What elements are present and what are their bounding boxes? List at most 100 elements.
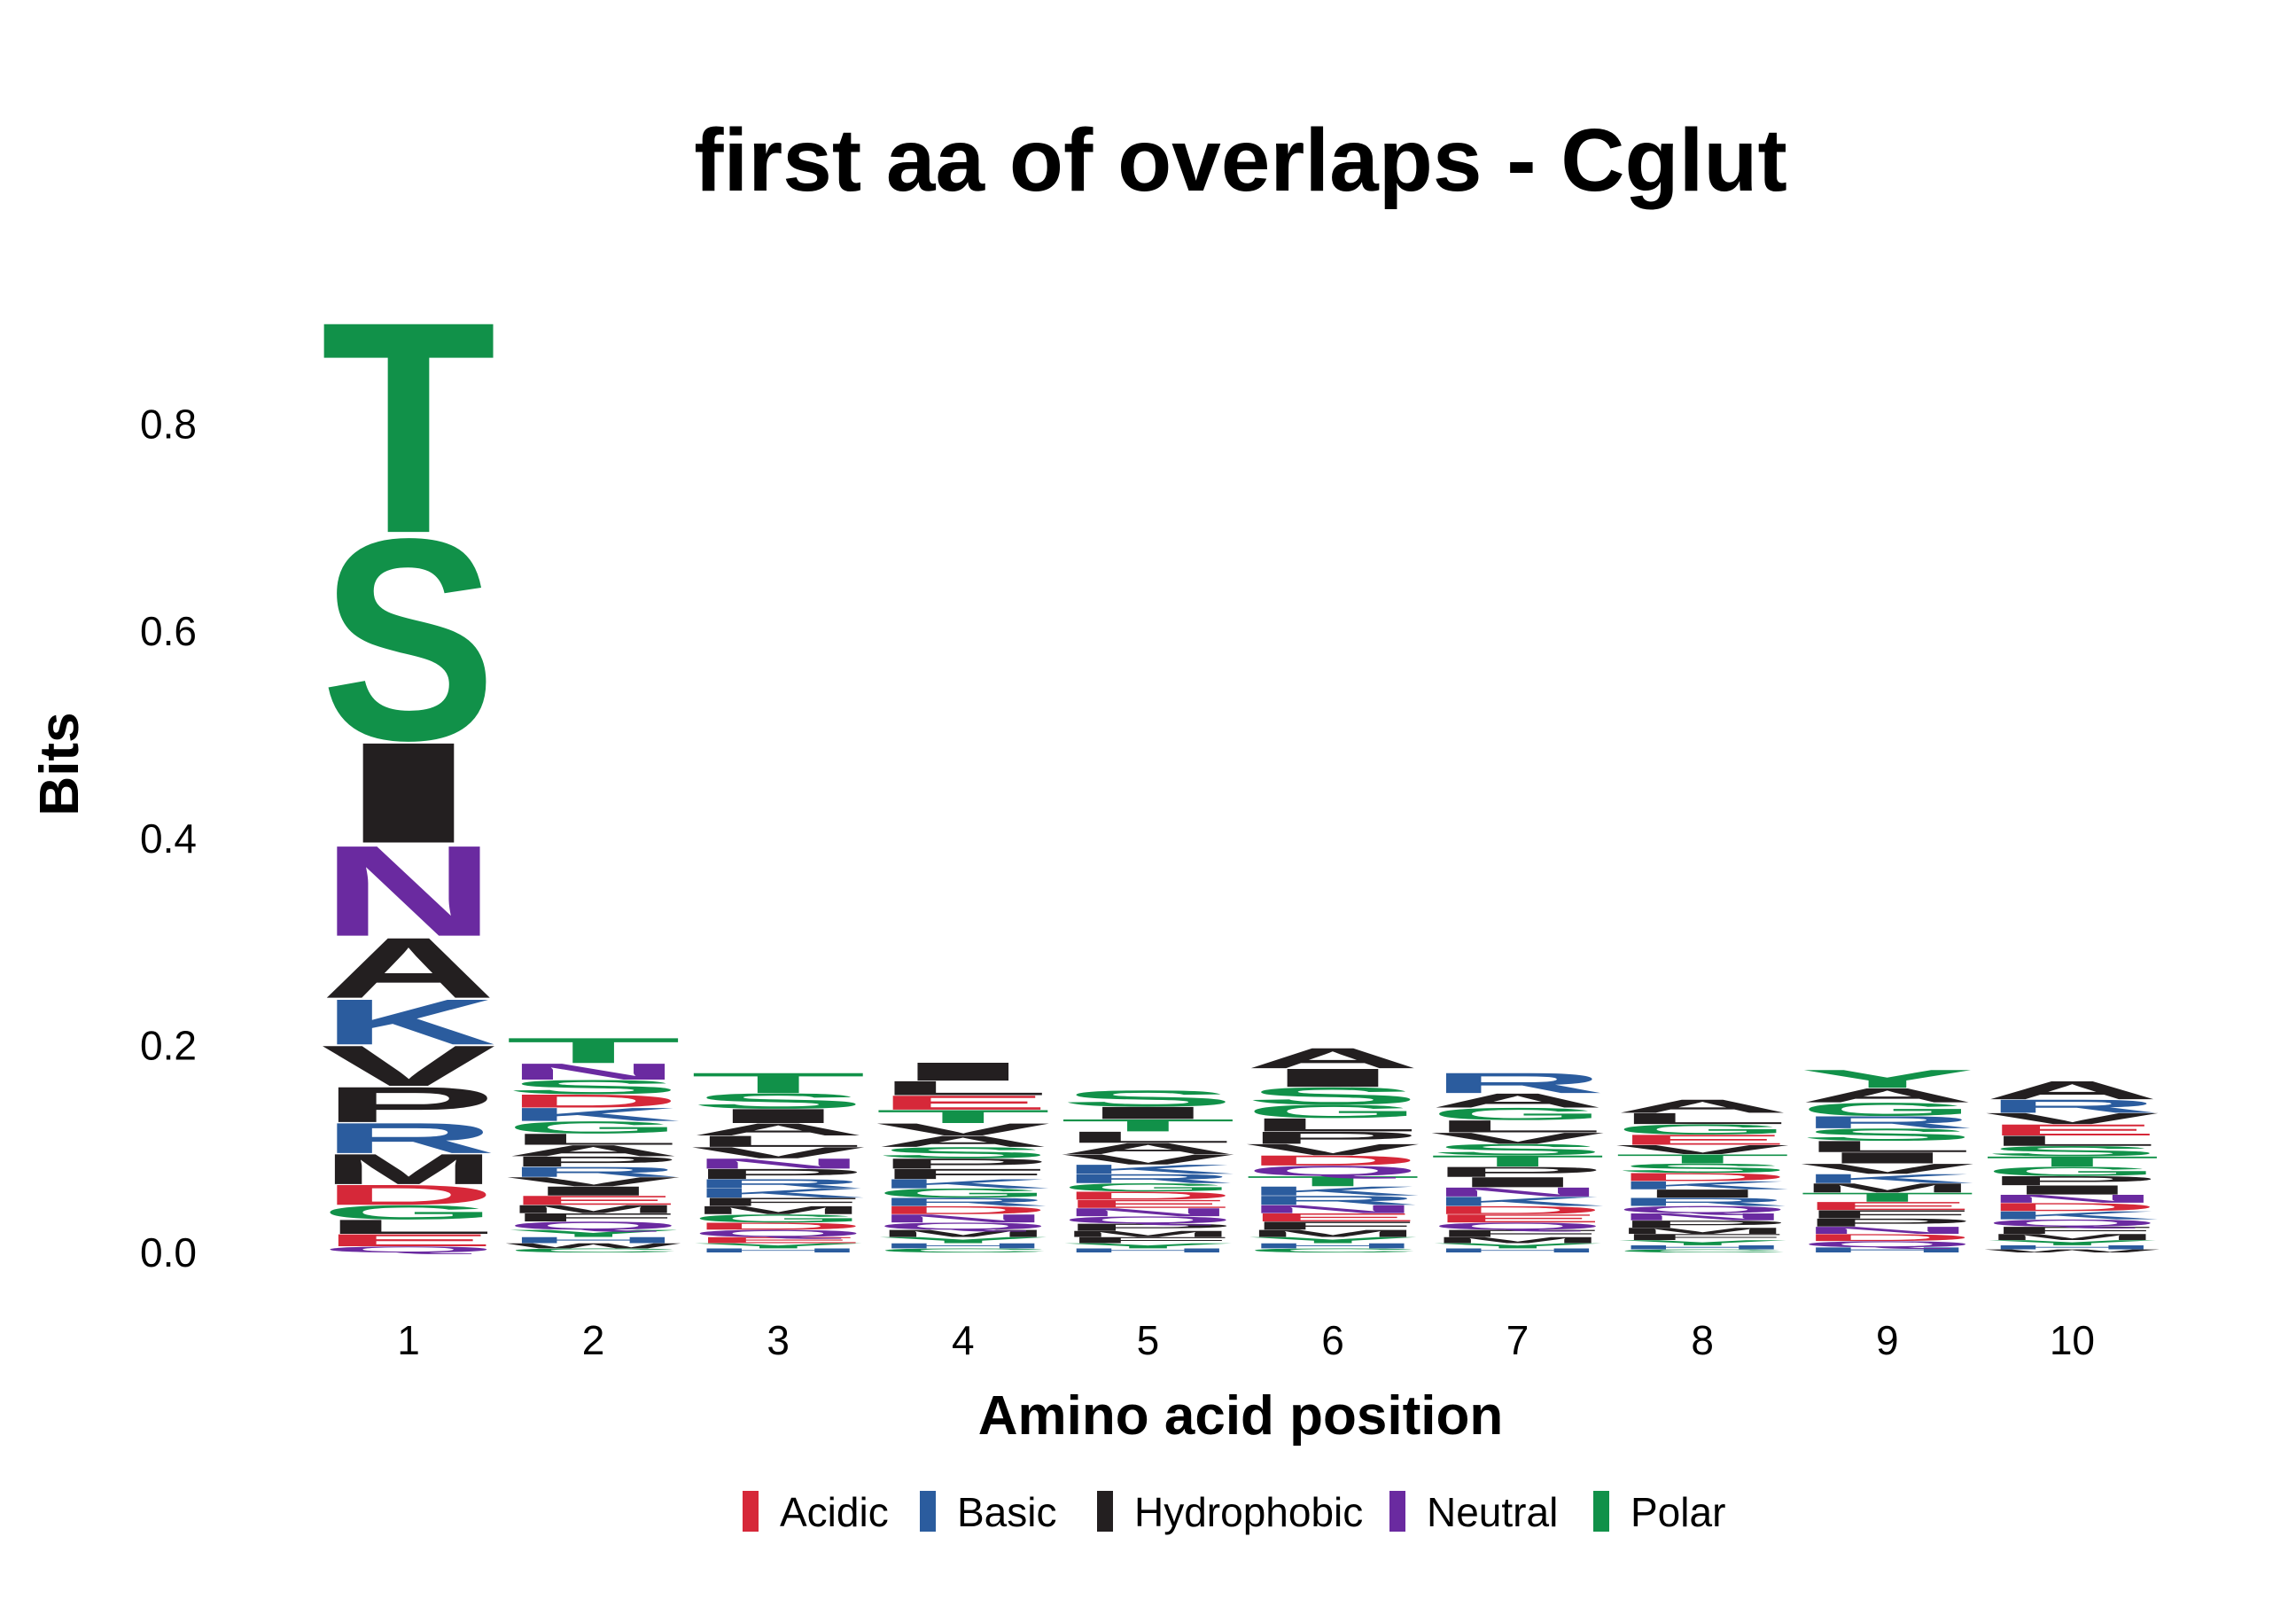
logo-letter-Q: Q: [1800, 1239, 1975, 1249]
logo-letter-M: M: [321, 1145, 496, 1193]
logo-letter-N: N: [1800, 1225, 1975, 1236]
legend-item-polar: Polar: [1593, 1489, 1725, 1535]
logo-letter-R: R: [1430, 1067, 1606, 1099]
logo-letter-Q: Q: [506, 1220, 681, 1232]
logo-letter-R: R: [506, 1164, 681, 1180]
logo-letter-V: V: [1430, 1129, 1606, 1147]
logo-letter-C: C: [1245, 1247, 1420, 1253]
logo-letter-F: F: [1984, 1225, 2160, 1236]
logo-letter-M: M: [506, 1203, 681, 1215]
logo-letter-V: V: [321, 1034, 496, 1097]
logo-letter-D: D: [321, 1179, 496, 1211]
logo-letter-L: L: [321, 1215, 496, 1237]
logo-letter-K: K: [1615, 1179, 1790, 1192]
logo-letter-R: R: [1245, 1193, 1420, 1207]
logo-letter-I: I: [1245, 1064, 1420, 1093]
logo-letter-D: D: [876, 1204, 1051, 1217]
logo-letter-A: A: [321, 920, 496, 1017]
logo-letter-N: N: [1060, 1205, 1235, 1219]
logo-letter-S: S: [1615, 1161, 1790, 1175]
logo-letter-H: H: [1800, 1246, 1975, 1254]
legend-swatch: [743, 1491, 759, 1532]
logo-letter-R: R: [876, 1196, 1051, 1209]
logo-letter-M: M: [1060, 1229, 1235, 1239]
legend-label: Basic: [957, 1489, 1056, 1535]
logo-letter-I: I: [1615, 1187, 1790, 1199]
logo-letter-E: E: [1060, 1197, 1235, 1211]
logo-letter-K: K: [1060, 1162, 1235, 1176]
logo-letter-W: W: [506, 1242, 681, 1250]
y-tick-label: 0.4: [140, 815, 197, 862]
logo-letter-T: T: [1984, 1153, 2160, 1169]
logo-letter-V: V: [1800, 1161, 1975, 1177]
logo-letter-Q: Q: [1060, 1214, 1235, 1226]
logo-letter-F: F: [1615, 1232, 1790, 1242]
logo-letter-P: P: [1245, 1128, 1420, 1148]
logo-letter-Y: Y: [876, 1236, 1051, 1245]
logo-letter-K: K: [1245, 1184, 1420, 1198]
logo-letter-L: L: [876, 1077, 1051, 1099]
logo-letter-F: F: [876, 1166, 1051, 1182]
y-tick-label: 0.2: [140, 1022, 197, 1068]
logo-letter-S: S: [1060, 1086, 1235, 1112]
logo-letter-Q: Q: [321, 1244, 496, 1254]
x-axis-ticks: 1 2 3 4 5 6 7 8 9 10: [397, 1317, 2095, 1363]
logo-letter-T: T: [690, 1067, 866, 1099]
logo-letter-A: A: [1245, 1042, 1420, 1074]
logo-letter-R: R: [321, 1114, 496, 1162]
logo-letter-H: H: [1984, 1244, 2160, 1251]
logo-letter-H: H: [1430, 1247, 1606, 1253]
logo-letter-H: H: [876, 1242, 1051, 1250]
logo-letter-K: K: [690, 1186, 866, 1200]
legend-label: Hydrophobic: [1134, 1489, 1363, 1535]
logo-letter-N: N: [1984, 1192, 2160, 1205]
logo-letter-S: S: [1800, 1125, 1975, 1144]
logo-letter-H: H: [1245, 1242, 1420, 1250]
logo-letter-S: S: [321, 479, 496, 800]
logo-letter-F: F: [1430, 1228, 1606, 1239]
y-axis-label: Bits: [29, 712, 90, 815]
logo-letter-K: K: [1984, 1209, 2160, 1222]
logo-letter-G: G: [321, 1201, 496, 1223]
logo-letter-D: D: [1430, 1204, 1606, 1217]
logo-letter-L: L: [1800, 1138, 1975, 1156]
logo-letter-S: S: [690, 1089, 866, 1113]
logo-letter-F: F: [690, 1196, 866, 1209]
logo-letter-E: E: [690, 1236, 866, 1245]
logo-letter-W: W: [1984, 1249, 2160, 1253]
y-tick-label: 0.0: [140, 1229, 197, 1275]
legend-swatch: [920, 1491, 936, 1532]
logo-letter-Q: Q: [1615, 1204, 1790, 1215]
logo-letter-F: F: [1060, 1236, 1235, 1245]
logo-letter-I: I: [876, 1057, 1051, 1087]
logo-letter-D: D: [506, 1090, 681, 1112]
logo-stacks: QELGDMRPVKANISTCWHYQFMEIVRPALGKDSNTHYEQD…: [321, 260, 2160, 1254]
logo-letter-A: A: [1800, 1084, 1975, 1106]
logo-letter-G: G: [1060, 1181, 1235, 1193]
logo-letter-P: P: [1430, 1164, 1606, 1180]
logo-letter-I: I: [506, 1184, 681, 1198]
logo-letter-Y: Y: [1060, 1242, 1235, 1250]
logo-letter-L: L: [506, 1130, 681, 1148]
y-axis-ticks: 0.0 0.2 0.4 0.6 0.8: [140, 402, 197, 1275]
logo-letter-Y: Y: [506, 1228, 681, 1239]
logo-letter-D: D: [1984, 1201, 2160, 1214]
logo-letter-P: P: [1615, 1219, 1790, 1230]
y-tick-label: 0.6: [140, 608, 197, 654]
logo-letter-D: D: [1060, 1190, 1235, 1203]
logo-letter-M: M: [1245, 1228, 1420, 1239]
logo-letter-E: E: [1430, 1212, 1606, 1225]
legend-swatch: [1389, 1491, 1405, 1532]
logo-letter-L: L: [1060, 1128, 1235, 1146]
logo-letter-L: L: [1430, 1117, 1606, 1136]
logo-letter-N: N: [876, 1212, 1051, 1225]
logo-letter-T: T: [1615, 1151, 1790, 1166]
